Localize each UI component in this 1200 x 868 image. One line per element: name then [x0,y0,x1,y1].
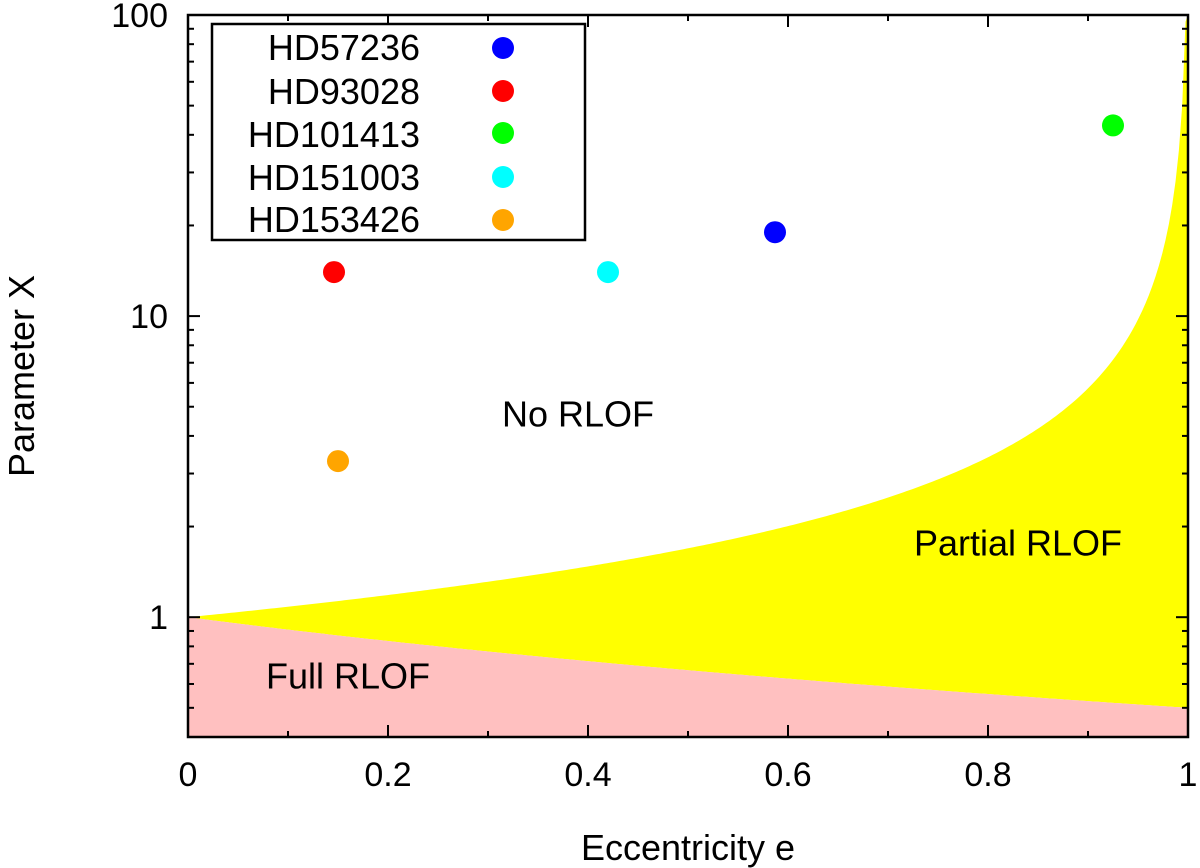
y-tick-label: 10 [130,298,168,336]
legend-marker [492,209,514,231]
y-tick-label: 1 [149,599,168,637]
legend-marker [492,80,514,102]
x-axis-title: Eccentricity e [581,827,795,868]
y-tick-label: 100 [111,0,168,35]
x-tick-label: 0.2 [364,756,411,794]
partial-rlof-region [188,15,1188,708]
legend-label: HD101413 [248,114,420,155]
point-hd57236 [764,221,786,244]
legend-entry-hd57236: HD57236 [268,27,514,68]
legend-entry-hd101413: HD101413 [248,114,514,155]
legend: HD57236 HD93028 HD101413 HD151003 HD1534… [210,22,587,242]
legend-entry-hd93028: HD93028 [268,71,514,112]
legend-marker [492,122,514,144]
point-hd153426 [327,450,349,473]
legend-marker [492,166,514,188]
partial-rlof-label: Partial RLOF [914,523,1122,564]
no-rlof-label: No RLOF [502,394,654,435]
tick-labels-layer: 0 0.2 0.4 0.6 0.8 1 1 10 100 [111,0,1197,794]
legend-entry-hd153426: HD153426 [248,199,514,240]
plot-frame [186,13,1190,739]
legend-entry-hd151003: HD151003 [248,157,514,198]
x-tick-label: 1 [1179,756,1198,794]
legend-box [210,22,587,242]
point-hd151003 [597,261,619,284]
point-hd101413 [1102,114,1124,137]
full-rlof-label: Full RLOF [266,655,430,696]
point-hd93028 [323,261,345,284]
region-labels-layer: No RLOF Partial RLOF Full RLOF [266,394,1122,697]
legend-marker [492,37,514,59]
x-tick-label: 0.6 [764,756,811,794]
legend-label: HD57236 [268,27,420,68]
regions-layer [188,15,1188,737]
y-axis-title: Parameter X [1,275,42,477]
legend-label: HD153426 [248,199,420,240]
full-rlof-region [188,617,1188,737]
x-tick-label: 0 [179,756,198,794]
legend-label: HD93028 [268,71,420,112]
points-layer [323,114,1124,473]
x-tick-label: 0.8 [964,756,1011,794]
legend-label: HD151003 [248,157,420,198]
x-tick-label: 0.4 [564,756,611,794]
